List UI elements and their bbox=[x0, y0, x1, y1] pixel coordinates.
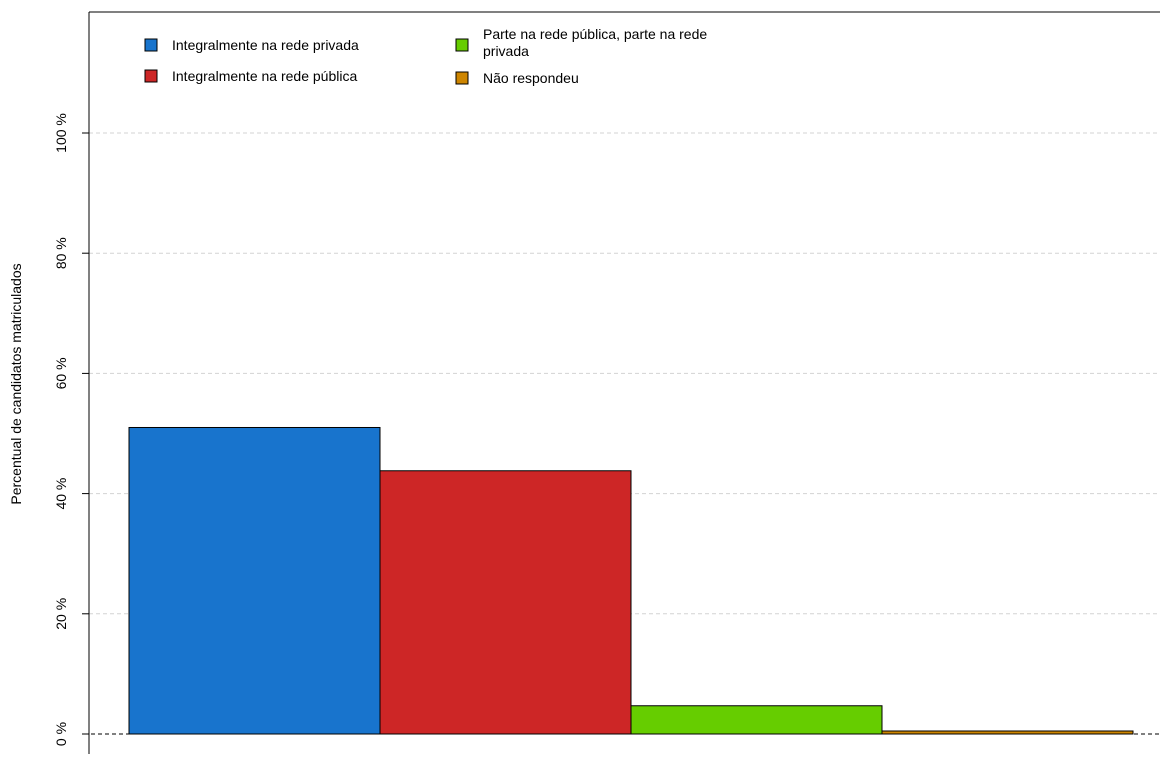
legend-swatch-3 bbox=[455, 38, 469, 52]
y-tick-label-100: 100 % bbox=[53, 113, 69, 153]
bar-2 bbox=[379, 470, 632, 735]
legend-swatch-2 bbox=[144, 69, 158, 83]
legend-label-2: Integralmente na rede pública bbox=[172, 68, 357, 84]
legend-label-1: Integralmente na rede privada bbox=[172, 37, 359, 53]
bars bbox=[128, 426, 1134, 735]
legend-label-4: Não respondeu bbox=[483, 70, 579, 86]
legend-swatch-1 bbox=[144, 38, 158, 52]
y-tick-label-40: 40 % bbox=[53, 478, 69, 510]
bar-4 bbox=[881, 730, 1134, 735]
legend-swatch-4 bbox=[455, 71, 469, 85]
y-tick-label-0: 0 % bbox=[53, 722, 69, 746]
bar-1 bbox=[128, 426, 381, 735]
legend: Integralmente na rede privada Integralmen… bbox=[144, 26, 707, 86]
y-tick-label-80: 80 % bbox=[53, 237, 69, 269]
y-tick-label-60: 60 % bbox=[53, 357, 69, 389]
bar-3 bbox=[630, 705, 883, 735]
y-axis-title: Percentual de candidatos matriculados bbox=[8, 263, 24, 504]
y-axis: 0 % 20 % 40 % 60 % 80 % 100 % bbox=[53, 12, 90, 754]
y-tick-label-20: 20 % bbox=[53, 598, 69, 630]
legend-label-3: Parte na rede pública, parte na rede priv… bbox=[483, 26, 707, 59]
